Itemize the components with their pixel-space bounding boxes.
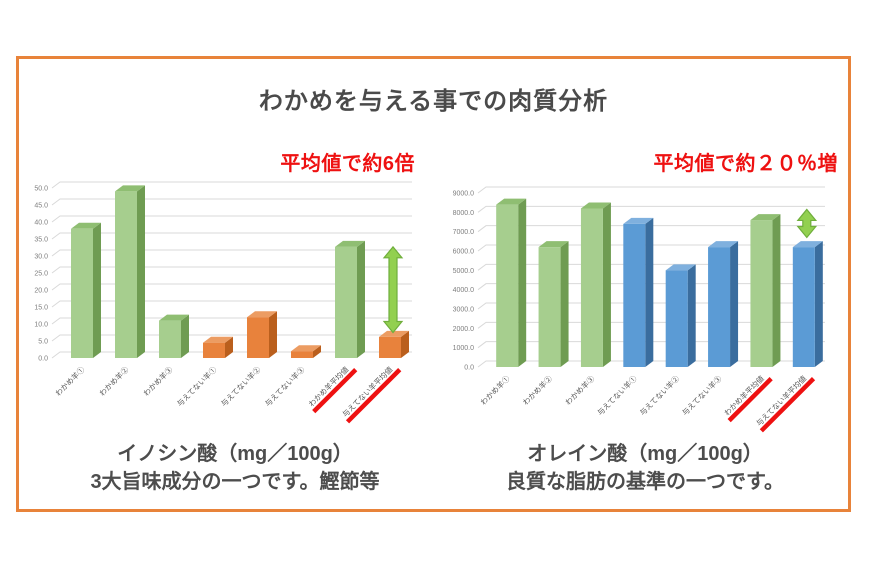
y-tick-label: 25.0 <box>34 271 48 278</box>
y-tick-label: 0.0 <box>38 356 48 363</box>
x-tick-label: 与えてない羊③ <box>262 364 306 408</box>
x-tick-label: わかめ羊① <box>478 373 512 407</box>
bar-わかめ羊③ <box>159 314 189 358</box>
gridline <box>477 225 825 233</box>
y-tick-label: 5000.0 <box>453 268 475 275</box>
bar-わかめ羊平均値 <box>750 214 781 367</box>
svg-text:わかめ羊①: わかめ羊① <box>53 364 87 398</box>
svg-text:わかめ羊②: わかめ羊② <box>520 373 554 407</box>
caption-inosinic-line1: イノシン酸（mg／100g） <box>117 443 353 465</box>
svg-text:与えてない羊①: 与えてない羊① <box>595 373 639 417</box>
highlight-underline <box>345 368 402 424</box>
bar-わかめ羊平均値 <box>335 240 365 358</box>
svg-text:与えてない羊②: 与えてない羊② <box>637 373 681 417</box>
y-tick-label: 0.0 <box>464 365 474 372</box>
y-tick-label: 40.0 <box>34 220 48 227</box>
svg-text:わかめ羊①: わかめ羊① <box>478 373 512 407</box>
bar-与えてない羊③ <box>708 241 739 367</box>
gridline <box>51 334 412 342</box>
bar-与えてない羊① <box>623 217 654 367</box>
gridline <box>51 249 412 257</box>
caption-oleic: オレイン酸（mg／100g） 良質な脂肪の基準の一つです。 <box>440 440 850 496</box>
caption-inosinic: イノシン酸（mg／100g） 3大旨味成分の一つです。鰹節等 <box>30 440 440 496</box>
svg-text:わかめ羊②: わかめ羊② <box>97 364 131 398</box>
bar-与えてない羊② <box>665 264 696 367</box>
bar-与えてない羊平均値 <box>792 241 823 367</box>
highlight-underline <box>312 368 358 414</box>
gridline <box>51 300 412 308</box>
slide-title: わかめを与える事での肉質分析 <box>258 88 609 115</box>
x-tick-label: 与えてない羊② <box>218 364 262 408</box>
oleic-acid-bar-chart: 0.0 1000.0 2000.0 3000.0 4000.0 5000.0 6000.0 7… <box>453 186 825 433</box>
gridline <box>51 215 412 223</box>
y-tick-label: 2000.0 <box>453 326 475 333</box>
svg-text:与えてない羊①: 与えてない羊① <box>174 364 218 408</box>
bar-わかめ羊① <box>71 222 101 358</box>
x-tick-label: わかめ羊① <box>53 364 87 398</box>
y-tick-label: 5.0 <box>38 339 48 346</box>
bar-わかめ羊① <box>496 198 527 367</box>
slide-frame: わかめを与える事での肉質分析 平均値で約6倍 平均値で約２０％増 0.0 5.0 1… <box>16 56 851 512</box>
x-tick-label: 与えてない羊② <box>637 373 681 417</box>
x-tick-label: わかめ羊③ <box>141 364 175 398</box>
gridline <box>51 198 412 206</box>
svg-text:わかめ羊平均値: わかめ羊平均値 <box>306 364 351 409</box>
y-tick-label: 8000.0 <box>453 210 475 217</box>
y-tick-label: 10.0 <box>34 322 48 329</box>
svg-text:わかめ羊平均値: わかめ羊平均値 <box>722 373 767 418</box>
highlight-underline <box>727 377 773 423</box>
caption-inosinic-line2: 3大旨味成分の一つです。鰹節等 <box>90 471 380 493</box>
gridline <box>51 317 412 325</box>
comparison-arrow <box>382 245 404 334</box>
y-tick-label: 3000.0 <box>453 307 475 314</box>
svg-text:与えてない羊③: 与えてない羊③ <box>262 364 306 408</box>
x-tick-label: わかめ羊② <box>520 373 554 407</box>
x-tick-label: わかめ羊③ <box>563 373 597 407</box>
svg-text:与えてない羊③: 与えてない羊③ <box>680 373 724 417</box>
y-tick-label: 4000.0 <box>453 287 475 294</box>
comparison-arrow <box>796 208 818 239</box>
bar-与えてない羊③ <box>291 345 321 358</box>
bar-与えてない羊平均値 <box>379 330 409 358</box>
annotation-oleic-20pct: 平均値で約２０％増 <box>653 153 838 175</box>
svg-text:与えてない羊②: 与えてない羊② <box>218 364 262 408</box>
caption-oleic-line2: 良質な脂肪の基準の一つです。 <box>506 471 784 493</box>
x-tick-label: 与えてない羊③ <box>680 373 724 417</box>
y-tick-label: 30.0 <box>34 254 48 261</box>
gridline <box>51 232 412 240</box>
y-tick-label: 45.0 <box>34 203 48 210</box>
bar-与えてない羊② <box>247 311 277 358</box>
y-tick-label: 1000.0 <box>453 345 475 352</box>
y-tick-label: 35.0 <box>34 237 48 244</box>
bar-わかめ羊③ <box>580 202 611 367</box>
highlight-underline <box>759 377 816 433</box>
svg-text:わかめ羊③: わかめ羊③ <box>563 373 597 407</box>
y-tick-label: 7000.0 <box>453 229 475 236</box>
gridline <box>477 186 825 194</box>
gridline <box>51 266 412 274</box>
svg-text:わかめ羊③: わかめ羊③ <box>141 364 175 398</box>
x-tick-label: 与えてない羊① <box>174 364 218 408</box>
x-tick-label: わかめ羊② <box>97 364 131 398</box>
inosinic-acid-bar-chart: 0.0 5.0 10.0 15.0 20.0 25.0 30.0 35.0 40.0 45.0 50… <box>34 181 412 424</box>
y-tick-label: 15.0 <box>34 305 48 312</box>
gridline <box>51 283 412 291</box>
y-tick-label: 9000.0 <box>453 191 475 198</box>
bar-わかめ羊② <box>538 241 569 367</box>
bar-わかめ羊② <box>115 185 145 358</box>
y-tick-label: 6000.0 <box>453 249 475 256</box>
y-tick-label: 20.0 <box>34 288 48 295</box>
gridline <box>477 205 825 213</box>
gridline <box>51 181 412 189</box>
caption-oleic-line1: オレイン酸（mg／100g） <box>527 443 763 465</box>
x-tick-label: 与えてない羊① <box>595 373 639 417</box>
annotation-inosinic-6x: 平均値で約6倍 <box>280 153 415 175</box>
bar-与えてない羊① <box>203 336 233 358</box>
y-tick-label: 50.0 <box>34 186 48 193</box>
